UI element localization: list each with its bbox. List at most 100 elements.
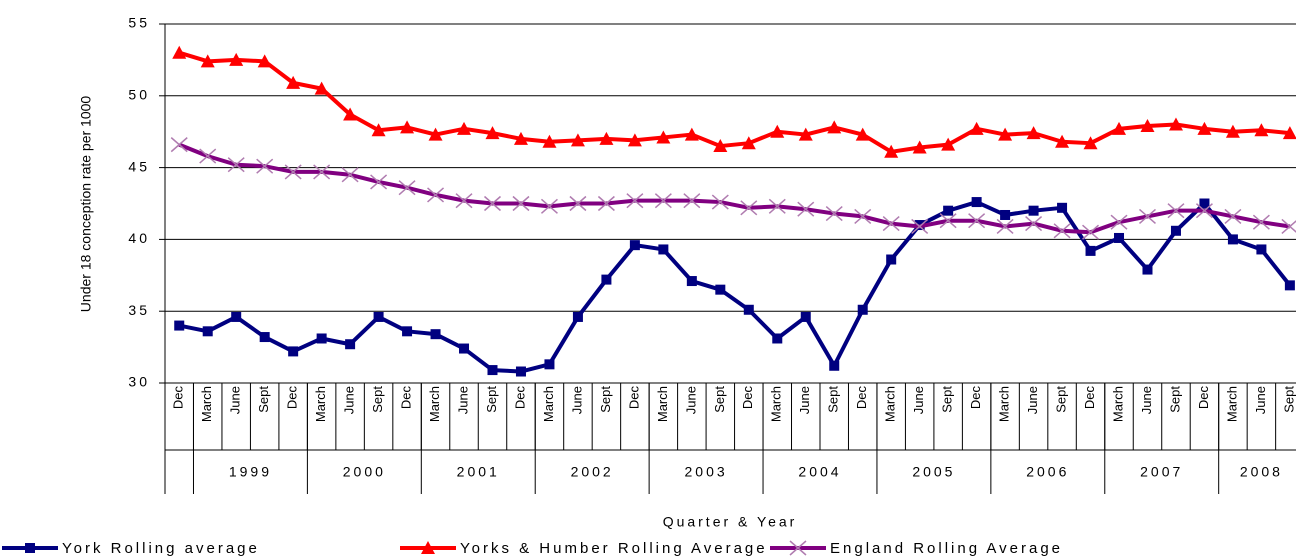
marker: [202, 326, 213, 337]
marker: [370, 174, 388, 190]
marker: [371, 123, 386, 137]
marker: [884, 144, 899, 158]
marker: [227, 157, 245, 173]
marker: [1138, 208, 1156, 224]
x-tick-label: June: [455, 386, 470, 414]
marker: [626, 193, 644, 209]
marker: [740, 200, 758, 216]
marker: [629, 240, 640, 251]
x-tick-label: June: [911, 386, 926, 414]
x-tick-label: March: [427, 386, 442, 422]
marker: [1055, 134, 1070, 148]
x-tick-label: Sept: [712, 386, 727, 413]
marker: [627, 133, 642, 147]
x-tick-label: Dec: [1082, 386, 1097, 410]
x-tick-label: June: [797, 386, 812, 414]
year-label: 2000: [343, 464, 386, 480]
marker: [686, 276, 697, 287]
marker: [1112, 121, 1127, 135]
marker: [1000, 209, 1011, 220]
marker: [170, 137, 188, 153]
x-tick-label: June: [342, 386, 357, 414]
marker: [1085, 245, 1096, 256]
marker: [597, 195, 615, 212]
marker: [398, 180, 416, 196]
x-tick-label: Dec: [399, 386, 414, 410]
year-label: 1999: [229, 464, 272, 480]
marker: [570, 133, 585, 147]
marker: [941, 137, 956, 151]
marker: [1284, 280, 1295, 291]
x-tick-label: March: [997, 386, 1012, 422]
marker: [459, 343, 470, 354]
marker: [800, 311, 811, 322]
marker: [829, 360, 840, 371]
x-tick-label: Dec: [968, 386, 983, 410]
marker: [768, 198, 786, 214]
marker: [286, 75, 301, 89]
marker: [996, 218, 1014, 235]
series-line: [178, 50, 1291, 154]
x-tick-label: Sept: [256, 386, 271, 413]
marker: [971, 197, 982, 208]
marker: [569, 195, 587, 212]
marker: [1195, 203, 1213, 219]
marker: [284, 164, 302, 180]
marker: [174, 320, 185, 331]
x-tick-label: Dec: [626, 386, 641, 410]
marker: [886, 254, 897, 265]
marker: [200, 54, 215, 68]
marker: [789, 540, 807, 556]
series-line: [178, 142, 1291, 235]
marker: [827, 120, 842, 134]
x-tick-label: Dec: [171, 386, 186, 410]
x-tick-label: Sept: [1167, 386, 1182, 413]
marker: [229, 52, 244, 66]
marker: [231, 311, 242, 322]
marker: [316, 333, 327, 344]
marker: [540, 198, 558, 214]
x-tick-label: June: [1025, 386, 1040, 414]
marker: [1082, 224, 1100, 240]
marker: [857, 304, 868, 315]
marker: [911, 218, 929, 235]
y-tick-label: 35: [128, 302, 150, 318]
marker: [1025, 216, 1043, 232]
year-label: 2006: [1026, 464, 1069, 480]
marker: [683, 193, 701, 209]
marker: [512, 195, 530, 212]
year-label: 2002: [571, 464, 614, 480]
marker: [542, 134, 557, 148]
x-tick-label: June: [1253, 386, 1268, 414]
marker: [1254, 123, 1269, 137]
marker: [515, 366, 526, 377]
marker: [345, 339, 356, 350]
marker: [741, 136, 756, 150]
marker: [402, 326, 413, 337]
marker: [1026, 126, 1041, 140]
marker: [1167, 203, 1185, 219]
legend-label: Yorks & Humber Rolling Average: [460, 540, 768, 557]
year-label: 2001: [457, 464, 500, 480]
marker: [1199, 198, 1210, 209]
marker: [428, 127, 443, 141]
marker: [314, 81, 329, 95]
marker: [544, 359, 555, 370]
marker: [484, 195, 501, 212]
y-axis-title: Under 18 conception rate per 1000: [78, 96, 94, 313]
x-tick-label: March: [313, 386, 328, 422]
marker: [854, 208, 872, 224]
x-tick-label: Dec: [512, 386, 527, 410]
marker: [601, 274, 612, 285]
marker: [421, 541, 435, 554]
marker: [427, 187, 445, 203]
marker: [1170, 225, 1181, 236]
x-tick-label: March: [199, 386, 214, 422]
x-tick-label: June: [683, 386, 698, 414]
y-tick-label: 55: [128, 15, 150, 31]
marker: [172, 45, 187, 59]
marker: [1282, 126, 1296, 140]
x-axis-title: Quarter & Year: [663, 514, 798, 530]
x-tick-label: March: [769, 386, 784, 422]
legend-label: England Rolling Average: [830, 540, 1063, 557]
